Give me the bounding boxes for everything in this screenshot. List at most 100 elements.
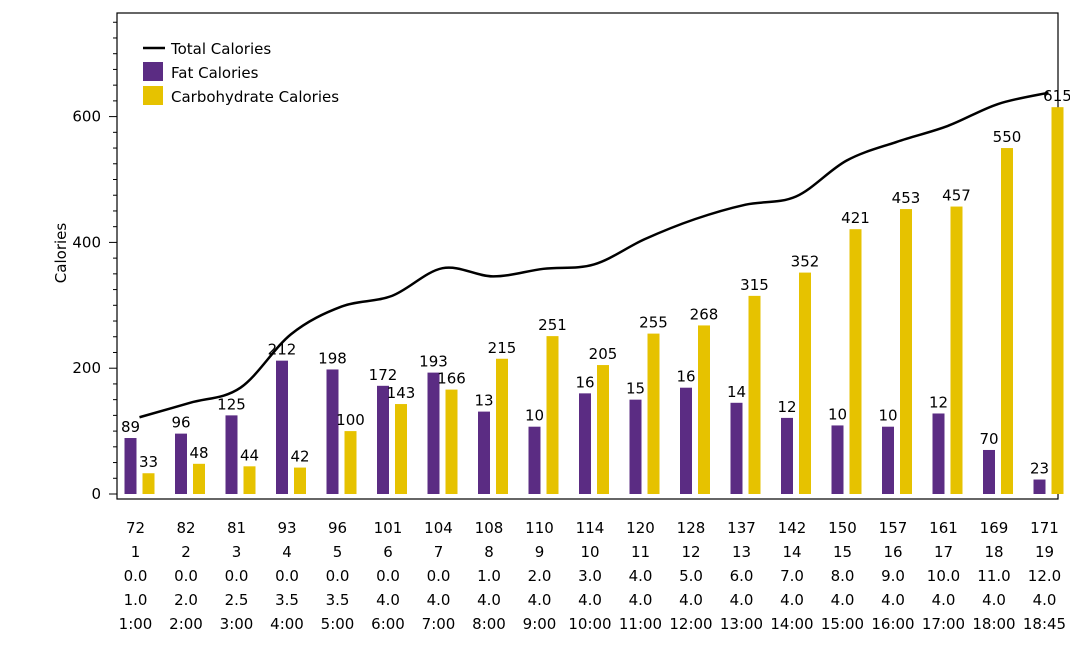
fat-value-label: 13: [474, 392, 493, 410]
category-label: 0.0: [427, 567, 451, 585]
category-label: 17:00: [922, 615, 965, 633]
category-label: 18:45: [1023, 615, 1066, 633]
category-label: 110: [525, 519, 554, 537]
carb-bar: [496, 358, 508, 494]
carb-value-label: 352: [791, 253, 820, 271]
category-labels: 7210.01.01:008220.02.02:008130.02.53:009…: [119, 519, 1066, 633]
category-label: 0.0: [124, 567, 148, 585]
category-label: 0.0: [376, 567, 400, 585]
carb-bar: [243, 466, 256, 494]
category-label: 4.0: [679, 591, 703, 609]
category-label: 161: [929, 519, 958, 537]
category-label: 0.0: [174, 567, 198, 585]
category-label: 0.0: [275, 567, 299, 585]
carb-bar: [950, 206, 963, 494]
category-label: 4.0: [578, 591, 602, 609]
category-label: 7:00: [422, 615, 456, 633]
carb-value-label: 315: [740, 276, 769, 294]
category-label: 104: [424, 519, 453, 537]
carb-value-label: 457: [942, 187, 971, 205]
y-tick-label: 600: [72, 108, 101, 126]
fat-bar: [781, 417, 793, 494]
category-label: 4.0: [477, 591, 501, 609]
category-label: 4.0: [932, 591, 956, 609]
fat-value-label: 12: [929, 393, 948, 411]
fat-bar: [932, 413, 945, 494]
category-label: 4.0: [780, 591, 804, 609]
category-label: 4.0: [1033, 591, 1057, 609]
category-label: 14:00: [770, 615, 813, 633]
carb-value-label: 251: [538, 316, 567, 334]
category-label: 4.0: [730, 591, 754, 609]
category-label: 8: [484, 543, 494, 561]
category-label: 12: [681, 543, 700, 561]
category-label: 2.0: [528, 567, 552, 585]
category-label: 93: [277, 519, 296, 537]
category-label: 6: [383, 543, 393, 561]
category-label: 157: [879, 519, 908, 537]
fat-value-label: 193: [419, 353, 448, 371]
fat-bar: [680, 387, 692, 494]
fat-value-label: 212: [268, 341, 297, 359]
category-label: 82: [176, 519, 195, 537]
category-label: 4.0: [831, 591, 855, 609]
category-label: 120: [626, 519, 655, 537]
carb-bar: [193, 463, 205, 494]
category-label: 7: [434, 543, 444, 561]
carb-bar: [647, 333, 660, 494]
carb-value-label: 166: [437, 370, 466, 388]
carb-value-label: 100: [336, 411, 365, 429]
carb-value-label: 615: [1043, 87, 1070, 105]
carb-value-label: 143: [387, 384, 416, 402]
fat-bar: [1033, 479, 1046, 494]
category-label: 0.0: [326, 567, 350, 585]
fat-value-label: 70: [979, 430, 998, 448]
category-label: 3.5: [326, 591, 350, 609]
category-label: 1:00: [119, 615, 153, 633]
fat-bar: [579, 393, 591, 494]
category-label: 1.0: [124, 591, 148, 609]
carb-bar: [698, 325, 710, 494]
category-label: 5: [333, 543, 343, 561]
category-label: 5.0: [679, 567, 703, 585]
category-label: 16:00: [871, 615, 914, 633]
category-label: 10:00: [568, 615, 611, 633]
category-label: 3:00: [220, 615, 254, 633]
category-label: 0.0: [225, 567, 249, 585]
fat-bar: [629, 399, 642, 494]
category-label: 8:00: [472, 615, 506, 633]
y-tick-label: 200: [72, 359, 101, 377]
carb-bar: [546, 336, 559, 494]
carb-value-label: 268: [690, 305, 719, 323]
category-label: 72: [126, 519, 145, 537]
category-label: 10.0: [927, 567, 960, 585]
category-label: 6:00: [371, 615, 405, 633]
category-label: 15:00: [821, 615, 864, 633]
category-label: 5:00: [321, 615, 355, 633]
category-label: 16: [883, 543, 902, 561]
category-label: 3.0: [578, 567, 602, 585]
category-label: 1: [131, 543, 141, 561]
fat-bar: [326, 369, 339, 494]
category-label: 2.0: [174, 591, 198, 609]
category-label: 108: [475, 519, 504, 537]
category-label: 9.0: [881, 567, 905, 585]
legend-carb-label: Carbohydrate Calories: [171, 88, 339, 106]
fat-bar: [528, 426, 541, 494]
category-label: 150: [828, 519, 857, 537]
category-label: 8.0: [831, 567, 855, 585]
fat-value-label: 10: [525, 407, 544, 425]
y-tick-label: 400: [72, 233, 101, 251]
category-label: 1.0: [477, 567, 501, 585]
category-label: 128: [677, 519, 706, 537]
category-label: 142: [778, 519, 807, 537]
category-label: 4:00: [270, 615, 304, 633]
y-axis-title: Calories: [52, 223, 70, 284]
category-label: 101: [374, 519, 403, 537]
category-label: 19: [1035, 543, 1054, 561]
fat-bar: [478, 411, 490, 494]
category-label: 4.0: [376, 591, 400, 609]
carb-value-label: 421: [841, 209, 870, 227]
fat-bar: [427, 372, 440, 494]
carb-bar: [294, 467, 306, 494]
